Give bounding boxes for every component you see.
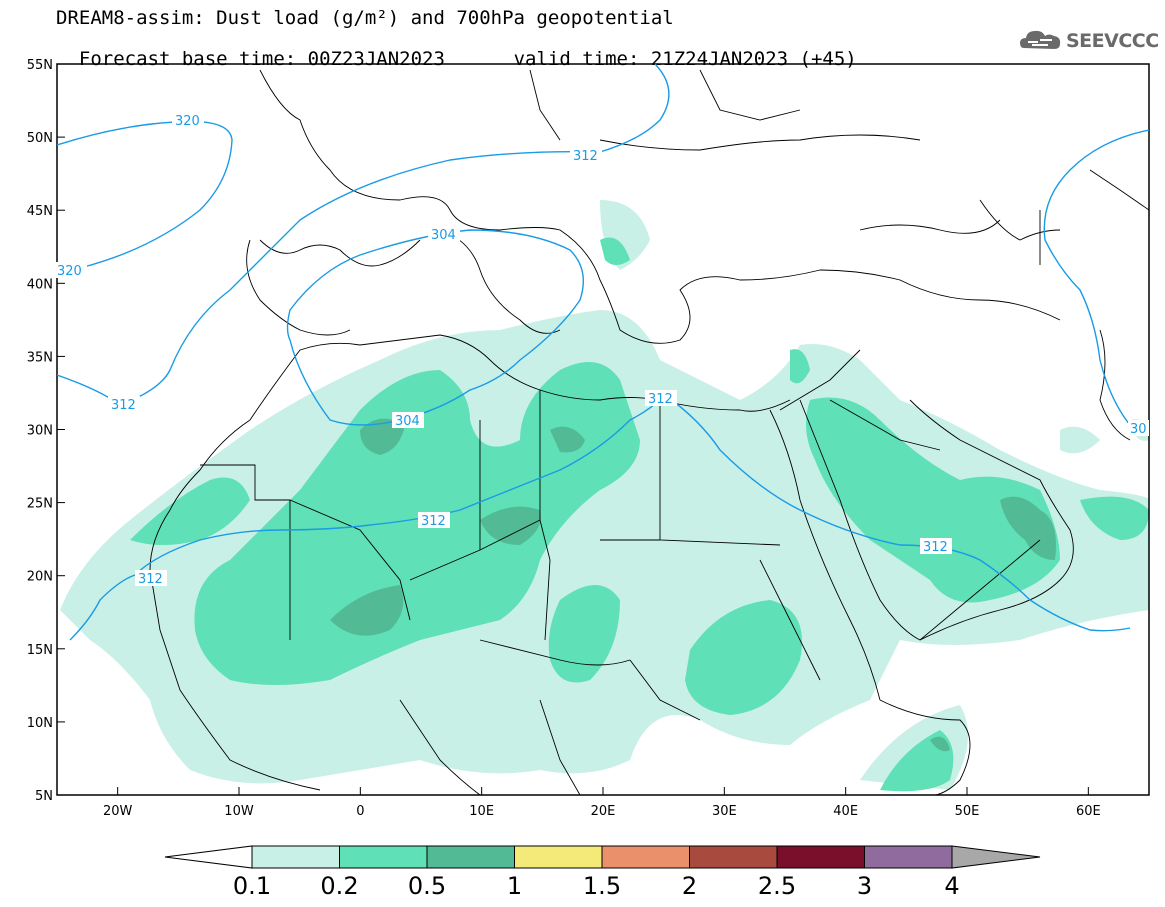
colorbar-label: 1 (506, 872, 523, 900)
colorbar-segment (689, 845, 778, 869)
y-tick-label: 45N (27, 204, 53, 219)
y-tick-label: 50N (27, 131, 53, 146)
colorbar-label: 3 (856, 872, 873, 900)
y-tick-label: 40N (27, 277, 53, 292)
colorbar-label: 2 (681, 872, 698, 900)
colorbar-segment (514, 845, 603, 869)
contour-label-312-c: 312 (648, 392, 673, 407)
x-tick-label: 50E (955, 804, 980, 819)
contour-label-304-a: 304 (431, 228, 456, 243)
x-tick-label: 60E (1076, 804, 1101, 819)
contour-label-312-d: 312 (421, 514, 446, 529)
colorbar-label: 0.5 (407, 872, 447, 900)
dust-level-0.2 (130, 237, 1149, 792)
map-title: DREAM8-assim: Dust load (g/m²) and 700hP… (56, 7, 674, 29)
colorbar-segment (339, 845, 428, 869)
seevccc-logo: SEEVCCC (1018, 26, 1159, 56)
colorbar (164, 845, 1041, 869)
colorbar-overflow (951, 845, 1041, 869)
x-tick-label: 10E (469, 804, 494, 819)
colorbar-underflow (164, 845, 253, 869)
contour-label-312-e: 312 (923, 540, 948, 555)
contour-label-320-a: 320 (175, 114, 200, 129)
contour-label-304-b: 304 (395, 414, 420, 429)
x-tick-label: 20W (103, 804, 133, 819)
x-tick-label: 30E (712, 804, 737, 819)
colorbar-label: 4 (944, 872, 960, 900)
x-tick-label: 20E (591, 804, 616, 819)
contour-label-312-a: 312 (573, 149, 598, 164)
y-tick-label: 30N (27, 424, 53, 439)
y-tick-label: 10N (27, 716, 53, 731)
colorbar-segment (864, 845, 953, 869)
colorbar-label: 0.2 (320, 872, 359, 900)
colorbar-label: 1.5 (582, 872, 622, 900)
colorbar-segment (601, 845, 690, 869)
contour-label-312-f: 312 (138, 572, 163, 587)
latitude-axis: 55N 50N 45N 40N 35N 30N 25N 20N 15N 10N 5N (27, 58, 65, 804)
y-tick-label: 55N (27, 58, 53, 73)
logo-text: SEEVCCC (1066, 30, 1159, 52)
y-tick-label: 5N (35, 789, 53, 804)
colorbar-label: 2.5 (757, 872, 797, 900)
colorbar-segment (776, 845, 865, 869)
cloud-icon (1020, 30, 1061, 49)
y-tick-label: 35N (27, 350, 53, 365)
dust-level-0.5 (330, 418, 1056, 752)
contour-labels: 320 320 312 312 312 312 312 312 304 304 … (55, 112, 1149, 587)
x-tick-label: 40E (833, 804, 858, 819)
colorbar-segment (426, 845, 515, 869)
geopotential-contours (57, 64, 1149, 641)
y-tick-label: 15N (27, 643, 53, 658)
colorbar-segment (251, 845, 340, 869)
x-tick-label: 10W (224, 804, 254, 819)
x-tick-label: 0 (356, 804, 364, 819)
longitude-axis: 20W 10W 0 10E 20E 30E 40E 50E 60E (103, 787, 1101, 819)
contour-label-320-b: 320 (57, 264, 82, 279)
y-tick-label: 25N (27, 497, 53, 512)
colorbar-label: 0.1 (232, 872, 272, 900)
contour-label-312-b: 312 (111, 398, 136, 413)
contour-label-30: 30 (1130, 422, 1147, 437)
dust-load-field (60, 200, 1149, 792)
y-tick-label: 20N (27, 570, 53, 585)
